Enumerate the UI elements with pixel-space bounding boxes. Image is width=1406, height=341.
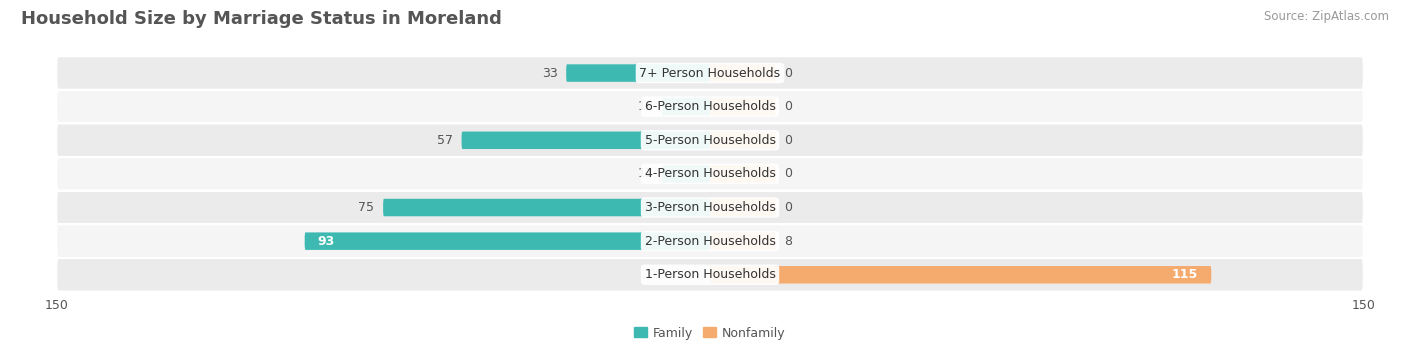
Text: 0: 0 [785,201,792,214]
FancyBboxPatch shape [56,123,1364,157]
FancyBboxPatch shape [56,258,1364,292]
Text: 2-Person Households: 2-Person Households [644,235,776,248]
Text: 57: 57 [437,134,453,147]
FancyBboxPatch shape [710,266,1212,283]
FancyBboxPatch shape [305,233,710,250]
FancyBboxPatch shape [56,191,1364,224]
FancyBboxPatch shape [710,132,776,149]
FancyBboxPatch shape [710,64,776,82]
Text: 115: 115 [1173,268,1198,281]
FancyBboxPatch shape [56,56,1364,90]
FancyBboxPatch shape [461,132,710,149]
Text: 6-Person Households: 6-Person Households [644,100,776,113]
Text: 0: 0 [785,100,792,113]
Text: 5-Person Households: 5-Person Households [644,134,776,147]
FancyBboxPatch shape [710,98,776,115]
Text: 11: 11 [637,167,654,180]
Text: 0: 0 [785,167,792,180]
FancyBboxPatch shape [56,224,1364,258]
Text: 0: 0 [785,66,792,79]
Text: Source: ZipAtlas.com: Source: ZipAtlas.com [1264,10,1389,23]
Text: 75: 75 [359,201,374,214]
Text: 7+ Person Households: 7+ Person Households [640,66,780,79]
Legend: Family, Nonfamily: Family, Nonfamily [634,327,786,340]
Text: 3-Person Households: 3-Person Households [644,201,776,214]
FancyBboxPatch shape [710,165,776,183]
FancyBboxPatch shape [567,64,710,82]
Text: 1-Person Households: 1-Person Households [644,268,776,281]
Text: 4-Person Households: 4-Person Households [644,167,776,180]
Text: Household Size by Marriage Status in Moreland: Household Size by Marriage Status in Mor… [21,10,502,28]
FancyBboxPatch shape [56,157,1364,191]
Text: 33: 33 [541,66,558,79]
FancyBboxPatch shape [662,98,710,115]
FancyBboxPatch shape [662,165,710,183]
Text: 11: 11 [637,100,654,113]
FancyBboxPatch shape [710,233,776,250]
Text: 93: 93 [318,235,335,248]
Text: 0: 0 [785,134,792,147]
Text: 8: 8 [785,235,792,248]
FancyBboxPatch shape [710,199,776,216]
FancyBboxPatch shape [382,199,710,216]
FancyBboxPatch shape [56,90,1364,123]
